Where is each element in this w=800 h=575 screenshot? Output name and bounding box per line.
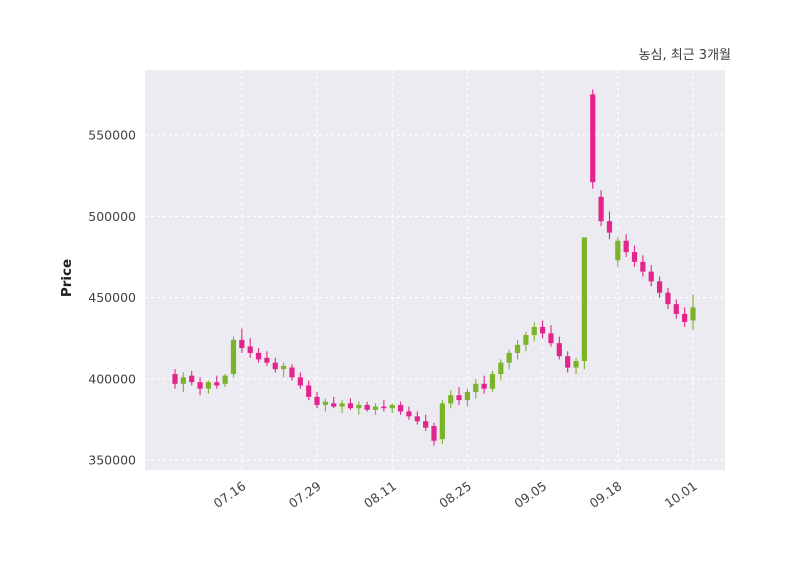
x-tick-label: 09.05 xyxy=(511,478,549,511)
candle-body xyxy=(331,403,337,407)
x-tick-label: 10.01 xyxy=(662,478,700,511)
candle-body xyxy=(397,404,404,412)
candle-body xyxy=(255,352,262,360)
candle-body xyxy=(281,365,287,370)
candle-body xyxy=(631,252,638,262)
candle-body xyxy=(230,339,237,375)
candle-body xyxy=(673,304,679,314)
candle-body xyxy=(306,385,312,397)
candle-body xyxy=(347,403,354,409)
candle-body xyxy=(615,240,621,261)
x-tick-label: 08.11 xyxy=(361,478,399,511)
candle-body xyxy=(556,343,562,357)
candle-body xyxy=(356,404,362,409)
candle-body xyxy=(272,362,278,370)
candle-body xyxy=(523,335,529,345)
candle-body xyxy=(489,374,496,389)
candle-body xyxy=(448,395,454,404)
candle-body xyxy=(423,421,429,428)
candle-body xyxy=(214,382,220,386)
candle-body xyxy=(322,401,328,405)
candle-body xyxy=(205,382,212,389)
candle-body xyxy=(189,375,195,383)
y-axis-label: Price xyxy=(59,258,75,298)
candle-body xyxy=(456,395,462,401)
candle-body xyxy=(682,313,688,323)
candle-body xyxy=(606,221,613,233)
candle-body xyxy=(389,404,395,409)
candle-body xyxy=(197,382,203,389)
plot-area xyxy=(145,70,725,470)
candle-body xyxy=(548,333,554,344)
candle-body xyxy=(364,404,370,410)
candle-body xyxy=(247,346,253,353)
candle-body xyxy=(640,261,646,272)
candle-body xyxy=(439,403,445,440)
candle-body xyxy=(648,271,654,282)
y-tick-label: 450000 xyxy=(88,290,136,305)
candle-body xyxy=(464,391,471,401)
candle-body xyxy=(531,326,537,336)
candle-body xyxy=(289,367,295,378)
candle-body xyxy=(314,396,320,405)
candle-body xyxy=(222,375,228,384)
candle-body xyxy=(339,403,345,407)
candle-body xyxy=(239,339,245,349)
x-tick-label: 08.25 xyxy=(436,478,474,511)
candle-body xyxy=(381,406,387,409)
x-tick-label: 07.29 xyxy=(286,478,324,511)
candle-body xyxy=(540,326,546,334)
candle-body xyxy=(372,406,379,410)
candle-body xyxy=(590,94,596,183)
candle-body xyxy=(623,240,629,253)
candle-body xyxy=(498,362,504,375)
candle-body xyxy=(656,281,663,293)
y-tick-label: 500000 xyxy=(88,209,136,224)
candle-body xyxy=(581,237,587,362)
candle-body xyxy=(406,411,412,417)
candle-body xyxy=(506,352,512,363)
chart-title: 농심, 최근 3개월 xyxy=(638,48,731,63)
candle-body xyxy=(297,377,303,386)
candle-body xyxy=(514,344,521,353)
y-tick-label: 400000 xyxy=(88,371,136,386)
candle-body xyxy=(473,383,479,392)
candle-body xyxy=(264,357,270,363)
y-tick-label: 550000 xyxy=(88,128,136,143)
candle-body xyxy=(665,292,671,305)
x-tick-label: 07.16 xyxy=(211,478,249,511)
candle-body xyxy=(180,377,186,384)
candle-body xyxy=(690,307,696,321)
candle-body xyxy=(414,416,420,422)
candle-body xyxy=(598,196,604,222)
candle-body xyxy=(481,383,487,389)
candle-body xyxy=(573,361,579,368)
candle-body xyxy=(431,426,437,441)
y-tick-label: 350000 xyxy=(88,453,136,468)
candle-body xyxy=(565,356,571,368)
candle-body xyxy=(172,374,178,384)
x-tick-label: 09.18 xyxy=(587,478,625,511)
